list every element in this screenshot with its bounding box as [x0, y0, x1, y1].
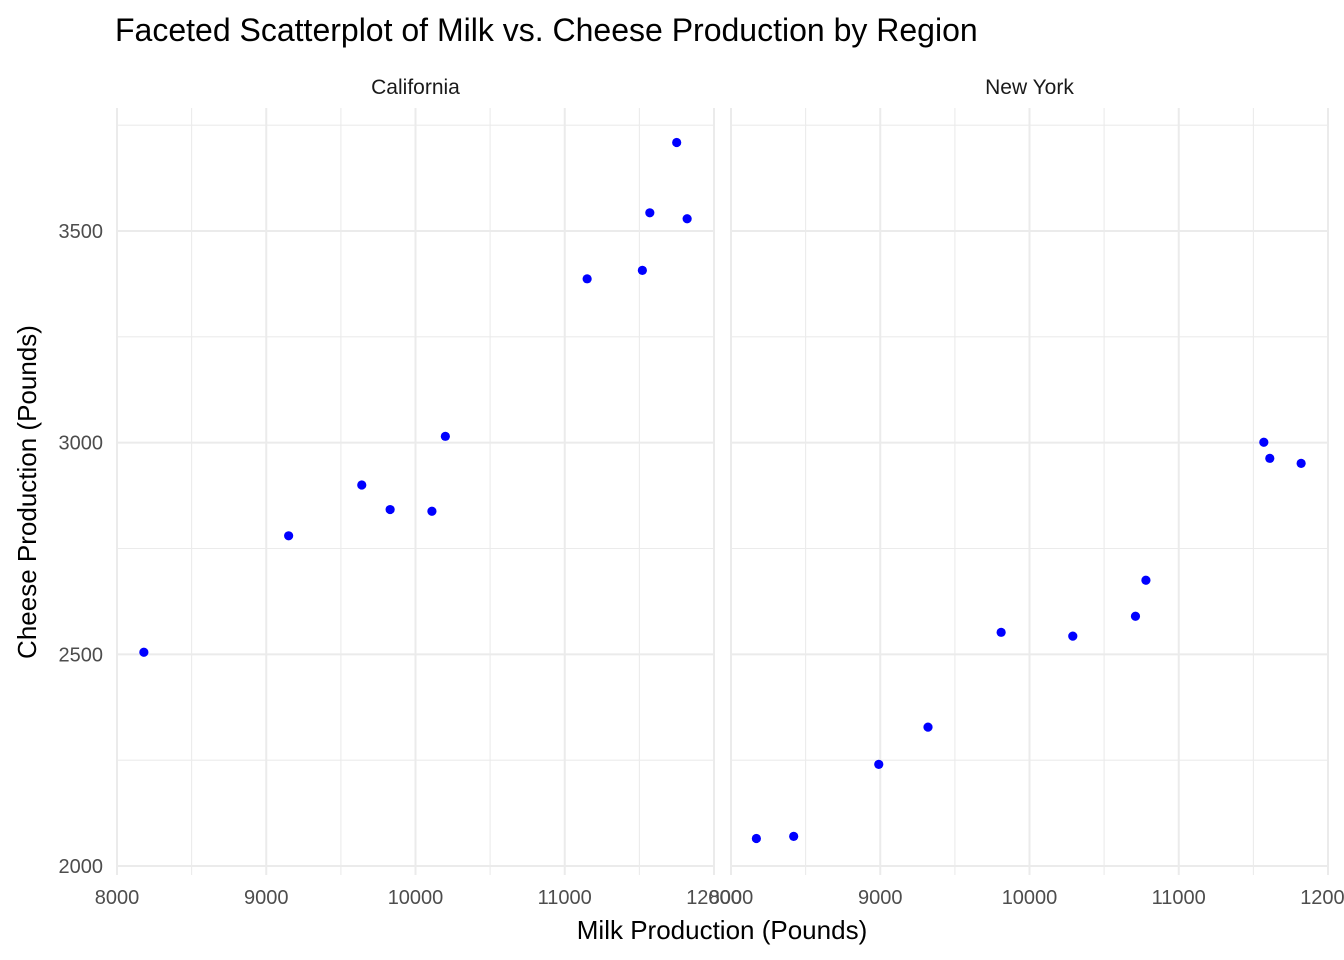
- data-point: [385, 504, 395, 515]
- y-axis-title: Cheese Production (Pounds): [12, 325, 42, 659]
- x-tick-label: 10000: [388, 887, 444, 909]
- y-tick-label: 2500: [59, 644, 104, 666]
- data-point: [440, 431, 450, 441]
- y-tick-label: 3500: [59, 221, 104, 243]
- y-tick-label: 3000: [59, 433, 104, 455]
- data-point: [1259, 437, 1269, 447]
- data-point: [645, 208, 655, 218]
- x-tick-label: 9000: [858, 887, 903, 909]
- x-tick-label: 8000: [709, 887, 754, 909]
- data-point: [1141, 575, 1151, 585]
- x-tick-label: 11000: [538, 887, 592, 909]
- data-point: [751, 833, 761, 844]
- data-point: [357, 480, 367, 490]
- x-tick-label: 8000: [95, 887, 140, 909]
- data-point: [637, 265, 647, 275]
- data-point: [1068, 631, 1078, 641]
- data-point: [284, 531, 294, 541]
- data-point: [1265, 453, 1275, 463]
- facet-strip-label: California: [371, 76, 460, 99]
- y-tick-label: 2000: [59, 856, 104, 878]
- x-axis-title: Milk Production (Pounds): [577, 915, 867, 945]
- data-point: [1130, 611, 1141, 621]
- facet-panel-california: California 8000 9000 10000 11000 12000: [95, 76, 742, 909]
- x-tick-label: 12000: [686, 887, 742, 909]
- data-point: [427, 506, 437, 516]
- x-tick-label: 10000: [1002, 887, 1058, 909]
- x-tick-label: 11000: [1152, 887, 1206, 909]
- facet-strip-label: New York: [985, 76, 1074, 99]
- data-point: [789, 831, 799, 841]
- chart-title: Faceted Scatterplot of Milk vs. Cheese P…: [115, 12, 978, 48]
- data-point: [923, 722, 933, 732]
- data-point: [672, 137, 682, 148]
- data-point: [874, 759, 884, 770]
- data-point: [1296, 458, 1306, 469]
- x-tick-label: 12000: [1300, 887, 1344, 909]
- facet-panel-new-york: New York 8000 9000 10000 11000 12000: [709, 76, 1344, 909]
- data-point: [996, 627, 1006, 637]
- x-tick-label: 9000: [244, 887, 289, 909]
- data-point: [582, 274, 592, 284]
- data-point: [139, 647, 149, 657]
- y-axis: 2000 2500 3000 3500: [59, 221, 104, 878]
- data-point: [682, 214, 692, 224]
